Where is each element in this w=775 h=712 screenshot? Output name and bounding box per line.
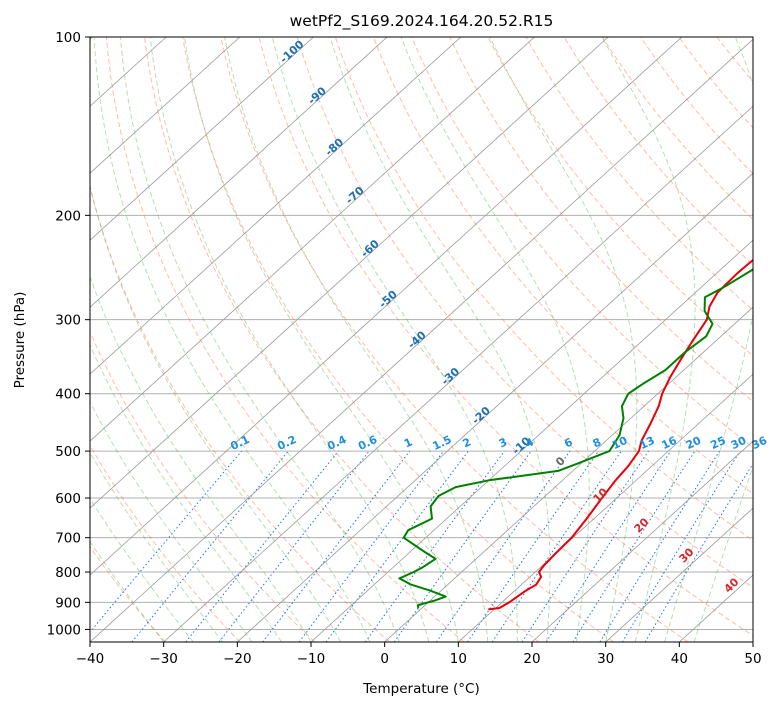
y-tick-label: 400 [55, 387, 81, 403]
y-axis-label: Pressure (hPa) [12, 292, 28, 389]
y-tick-label: 200 [55, 208, 81, 224]
x-tick-label: 30 [597, 651, 614, 667]
chart-title: wetPf2_S169.2024.164.20.52.R15 [290, 12, 554, 31]
y-tick-label: 500 [55, 444, 81, 460]
x-tick-label: 10 [450, 651, 467, 667]
x-tick-label: 0 [380, 651, 389, 667]
y-tick-label: 900 [55, 595, 81, 611]
x-tick-label: −30 [149, 651, 178, 667]
y-tick-label: 1000 [47, 622, 81, 638]
y-tick-label: 100 [55, 30, 81, 46]
x-tick-label: 20 [523, 651, 540, 667]
x-tick-label: −20 [223, 651, 252, 667]
x-tick-label: −10 [297, 651, 326, 667]
x-tick-label: −40 [76, 651, 105, 667]
x-tick-label: 50 [744, 651, 761, 667]
y-tick-label: 300 [55, 313, 81, 329]
y-tick-label: 800 [55, 565, 81, 581]
x-tick-label: 40 [671, 651, 688, 667]
x-axis-label: Temperature (°C) [362, 681, 480, 697]
y-tick-label: 600 [55, 491, 81, 507]
y-tick-label: 700 [55, 531, 81, 547]
